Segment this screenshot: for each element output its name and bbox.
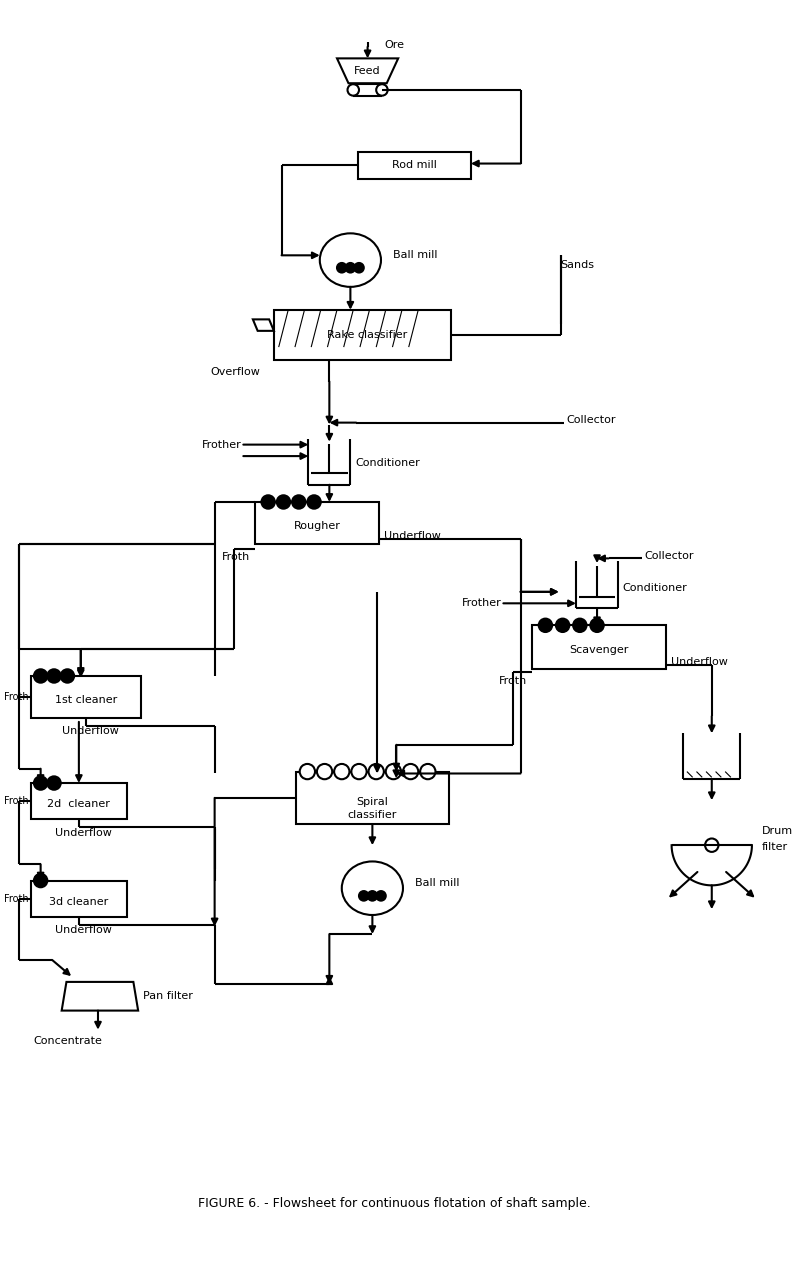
Text: filter: filter [762, 842, 787, 852]
Bar [358, 152, 471, 178]
Polygon shape [61, 982, 139, 1011]
Text: Underflow: Underflow [384, 531, 441, 541]
Text: Spiral: Spiral [357, 796, 388, 806]
Text: Pan filter: Pan filter [143, 991, 193, 1001]
Circle shape [420, 763, 435, 779]
Circle shape [60, 669, 74, 683]
Text: 1st cleaner: 1st cleaner [55, 695, 117, 705]
Bar [532, 626, 666, 669]
Circle shape [34, 776, 47, 790]
Circle shape [573, 618, 587, 632]
Text: Drum: Drum [762, 825, 793, 836]
Text: Underflow: Underflow [671, 656, 728, 666]
Text: Froth: Froth [3, 691, 28, 702]
Polygon shape [253, 320, 274, 331]
Ellipse shape [320, 234, 381, 287]
Circle shape [47, 669, 60, 683]
Text: Froth: Froth [222, 552, 250, 562]
Circle shape [368, 891, 377, 901]
Text: Froth: Froth [3, 894, 28, 904]
Text: Frother: Frother [462, 598, 501, 608]
Circle shape [47, 776, 60, 790]
Text: Concentrate: Concentrate [33, 1036, 102, 1047]
Text: Ball mill: Ball mill [393, 250, 438, 260]
Circle shape [556, 618, 569, 632]
Circle shape [337, 263, 346, 273]
Circle shape [377, 891, 386, 901]
Text: Overflow: Overflow [211, 367, 260, 377]
Bar [274, 310, 451, 359]
Text: Conditioner: Conditioner [355, 458, 420, 468]
Circle shape [292, 495, 306, 508]
Bar [31, 881, 127, 916]
Text: Underflow: Underflow [55, 925, 112, 935]
Circle shape [705, 838, 719, 852]
Circle shape [359, 891, 369, 901]
Circle shape [386, 763, 401, 779]
Text: Rod mill: Rod mill [392, 161, 437, 171]
Text: Sands: Sands [560, 260, 595, 270]
Circle shape [348, 85, 359, 96]
Text: 2d  cleaner: 2d cleaner [48, 799, 111, 809]
Circle shape [261, 495, 275, 508]
Text: Ore: Ore [384, 40, 405, 51]
Text: Collector: Collector [567, 415, 616, 425]
Text: Scavenger: Scavenger [569, 645, 629, 655]
Text: 3d cleaner: 3d cleaner [49, 896, 108, 906]
Text: Froth: Froth [3, 796, 28, 806]
Text: Froth: Froth [499, 676, 527, 686]
Text: Conditioner: Conditioner [622, 583, 688, 593]
Circle shape [369, 763, 384, 779]
Text: Feed: Feed [354, 66, 381, 76]
Text: Rake classifier: Rake classifier [327, 330, 408, 340]
Circle shape [334, 763, 349, 779]
Circle shape [403, 763, 418, 779]
Polygon shape [337, 58, 398, 83]
Circle shape [307, 495, 321, 508]
Circle shape [345, 263, 355, 273]
Circle shape [300, 763, 315, 779]
Circle shape [34, 669, 47, 683]
Text: Ball mill: Ball mill [416, 878, 460, 889]
Circle shape [351, 763, 367, 779]
Circle shape [539, 618, 552, 632]
Circle shape [317, 763, 332, 779]
Text: Underflow: Underflow [55, 828, 112, 838]
Text: Rougher: Rougher [294, 521, 341, 531]
Text: Underflow: Underflow [62, 727, 119, 737]
Ellipse shape [341, 862, 403, 915]
Circle shape [591, 618, 603, 632]
Bar [296, 771, 449, 824]
Bar [31, 784, 127, 819]
Text: classifier: classifier [348, 810, 397, 820]
Bar [255, 502, 379, 544]
Circle shape [377, 85, 388, 96]
Text: Collector: Collector [645, 551, 694, 560]
Text: FIGURE 6. - Flowsheet for continuous flotation of shaft sample.: FIGURE 6. - Flowsheet for continuous flo… [198, 1197, 591, 1210]
Bar [31, 676, 141, 718]
Circle shape [34, 873, 47, 887]
Text: Frother: Frother [201, 440, 241, 450]
Circle shape [354, 263, 364, 273]
Circle shape [277, 495, 291, 508]
